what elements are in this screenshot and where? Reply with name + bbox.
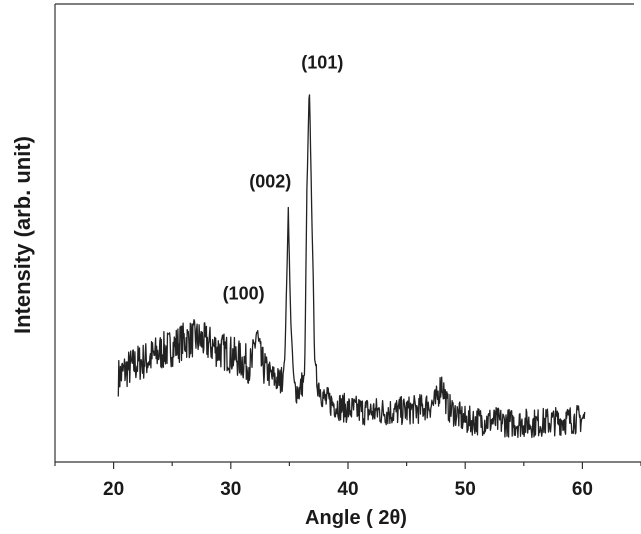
x-axis-title: Angle ( 2θ) [305,507,407,529]
x-tick-label: 40 [337,479,358,500]
x-tick-label: 30 [220,479,241,500]
y-axis-title: Intensity (arb. unit) [10,136,35,334]
x-tick-label: 20 [103,479,124,500]
x-axis: 20 30 40 50 60 [54,462,641,500]
xrd-trace [117,94,586,439]
peak-label: (100) [223,284,265,304]
plot-area [54,3,641,463]
peak-annotations: (100) (002) (101) [223,52,344,303]
series-layer [117,94,586,439]
x-tick-label: 50 [455,479,476,500]
peak-label: (101) [301,52,343,72]
peak-label: (002) [249,172,291,192]
x-tick-label: 60 [572,479,593,500]
